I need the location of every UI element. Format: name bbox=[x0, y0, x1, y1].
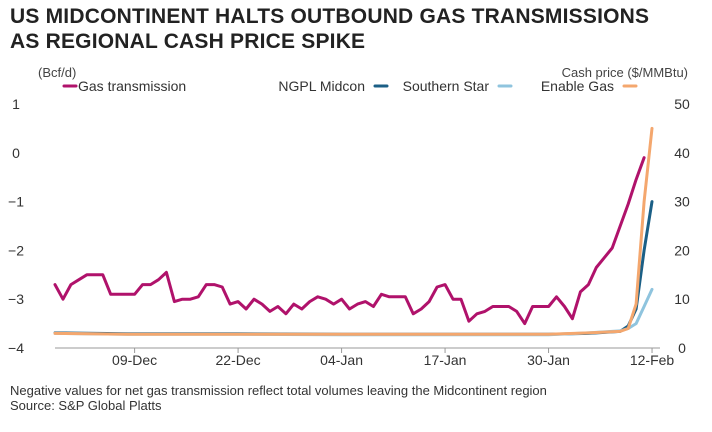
legend: Gas transmission NGPL Midcon Southern Star… bbox=[62, 78, 638, 94]
right-tick-label: 0 bbox=[678, 340, 686, 356]
left-tick-label: −1 bbox=[8, 194, 24, 210]
x-tick-label: 17-Jan bbox=[424, 352, 467, 368]
right-tick-label: 40 bbox=[674, 145, 690, 161]
chart-title: US Midcontinent halts outbound gas trans… bbox=[10, 4, 649, 54]
series-line-ngpl-midcon bbox=[53, 200, 654, 336]
x-tick-label: 30-Jan bbox=[527, 352, 570, 368]
legend-label-southern-star: Southern Star bbox=[403, 78, 490, 94]
axes: (Bcf/d) Cash price ($/MMBtu)10−1−2−3−4 010… bbox=[8, 65, 690, 368]
right-tick-label: 10 bbox=[674, 291, 690, 307]
legend-label-enable-gas: Enable Gas bbox=[541, 78, 614, 94]
series-line-southern-star bbox=[53, 287, 654, 337]
left-tick-label: −3 bbox=[8, 291, 24, 307]
x-tick-label: 09-Dec bbox=[112, 352, 157, 368]
series-line-enable-gas bbox=[53, 126, 654, 336]
left-tick-label: −4 bbox=[8, 340, 24, 356]
right-tick-label: 30 bbox=[674, 194, 690, 210]
legend-label-gas-transmission: Gas transmission bbox=[78, 78, 186, 94]
left-tick-label: −2 bbox=[8, 242, 24, 258]
source-note: Source: S&P Global Platts bbox=[10, 398, 162, 413]
series-line-gas-transmission bbox=[53, 156, 646, 326]
right-tick-label: 20 bbox=[674, 242, 690, 258]
x-tick-label: 22-Dec bbox=[216, 352, 261, 368]
x-tick-label: 12-Feb bbox=[630, 352, 675, 368]
left-tick-label: 1 bbox=[12, 96, 20, 112]
x-tick-label: 04-Jan bbox=[320, 352, 363, 368]
chart-footer: Negative values for net gas transmission… bbox=[10, 383, 547, 413]
title-line-1: US Midcontinent halts outbound gas trans… bbox=[10, 5, 650, 28]
right-tick-label: 50 bbox=[674, 96, 690, 112]
series-lines bbox=[53, 126, 654, 337]
right-axis-label: Cash price ($/MMBtu) bbox=[562, 65, 688, 80]
legend-label-ngpl-midcon: NGPL Midcon bbox=[278, 78, 365, 94]
title-line-2: as regional cash price spike bbox=[10, 30, 366, 53]
left-axis-label: (Bcf/d) bbox=[38, 65, 76, 80]
footnote: Negative values for net gas transmission… bbox=[10, 383, 547, 398]
left-tick-label: 0 bbox=[12, 145, 20, 161]
